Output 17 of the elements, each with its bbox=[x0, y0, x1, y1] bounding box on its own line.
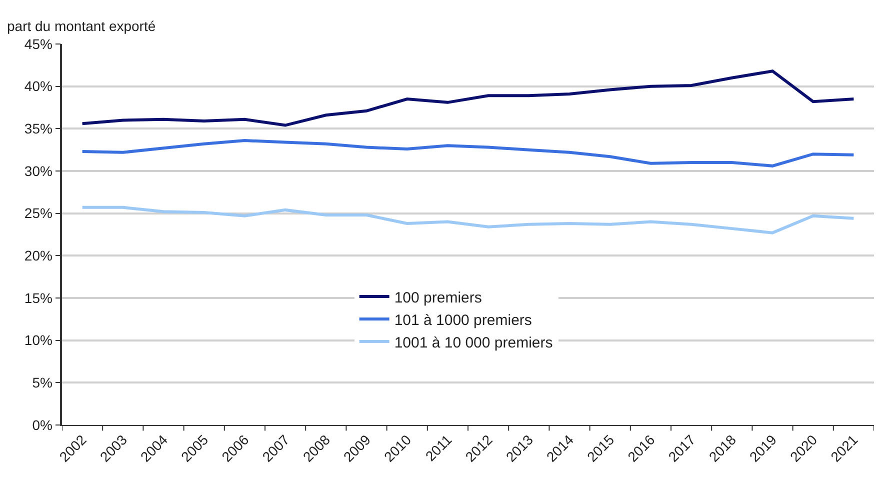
y-tick-label: 25% bbox=[24, 205, 52, 222]
y-tick-label: 30% bbox=[24, 162, 52, 179]
legend-label: 100 premiers bbox=[394, 289, 482, 306]
legend-label: 1001 à 10 000 premiers bbox=[394, 334, 553, 352]
line-series bbox=[80, 139, 856, 168]
y-tick-label: 0% bbox=[32, 416, 52, 433]
line-series bbox=[80, 206, 856, 234]
legend-label: 101 à 1000 premiers bbox=[394, 312, 532, 329]
y-tick-label: 5% bbox=[32, 374, 52, 391]
y-tick-label: 20% bbox=[24, 248, 52, 264]
y-tick-label: 15% bbox=[24, 290, 52, 306]
y-tick-label: 45% bbox=[24, 36, 52, 52]
y-tick-label: 35% bbox=[24, 120, 52, 137]
y-axis-title: part du montant exporté bbox=[7, 18, 156, 34]
y-tick-label: 10% bbox=[24, 332, 52, 348]
line-series bbox=[80, 70, 856, 127]
y-tick-label: 40% bbox=[24, 78, 52, 94]
